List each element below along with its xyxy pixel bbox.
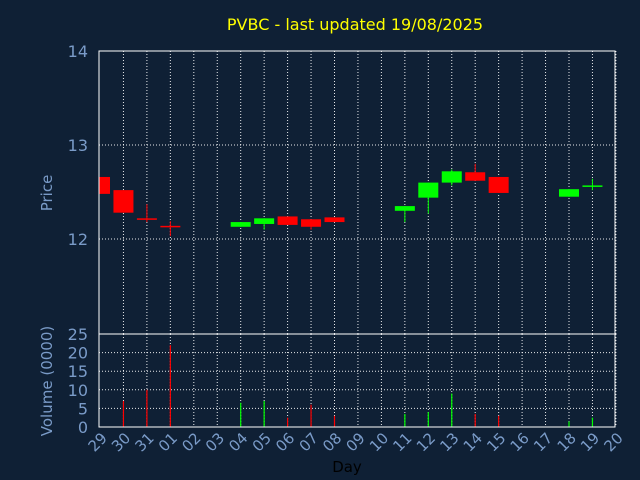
candle-body xyxy=(465,172,486,181)
volume-y-tick-label: 25 xyxy=(68,325,88,344)
candle-body xyxy=(301,219,322,227)
price-y-tick-label: 13 xyxy=(68,136,88,155)
price-axis-label: Price xyxy=(38,175,56,212)
volume-y-tick-label: 0 xyxy=(78,418,88,437)
volume-y-tick-label: 15 xyxy=(68,362,88,381)
volume-plot-border xyxy=(98,333,616,428)
price-candles xyxy=(99,163,603,237)
volume-y-tick-label: 20 xyxy=(68,344,88,363)
candle-body xyxy=(324,217,345,223)
price-y-tick-label: 12 xyxy=(68,230,88,249)
x-axis-label: Day xyxy=(332,458,362,476)
volume-y-tick-label: 10 xyxy=(68,381,88,400)
price-y-tick-label: 14 xyxy=(68,42,88,61)
candle-body xyxy=(418,182,439,198)
candle-body xyxy=(100,176,110,194)
x-tick-labels: 2930310102030405060708091011121314151617… xyxy=(85,429,627,455)
candle-body xyxy=(559,189,579,197)
candle-body xyxy=(254,218,275,224)
candle-body xyxy=(113,190,134,213)
volume-y-tick-label: 5 xyxy=(78,399,88,418)
volume-bars xyxy=(122,345,594,427)
candle-body xyxy=(230,222,251,227)
candle-body xyxy=(160,225,181,228)
price-y-ticks: 12 13 14 xyxy=(68,42,88,249)
candle-body xyxy=(488,176,509,193)
candle-body xyxy=(136,218,157,220)
candle-body xyxy=(441,171,462,183)
volume-axis-label: Volume (0000) xyxy=(38,326,56,436)
candle-body xyxy=(394,206,415,211)
candle-body xyxy=(582,185,603,187)
chart-title: PVBC - last updated 19/08/2025 xyxy=(227,15,483,34)
candle-body xyxy=(277,216,298,225)
